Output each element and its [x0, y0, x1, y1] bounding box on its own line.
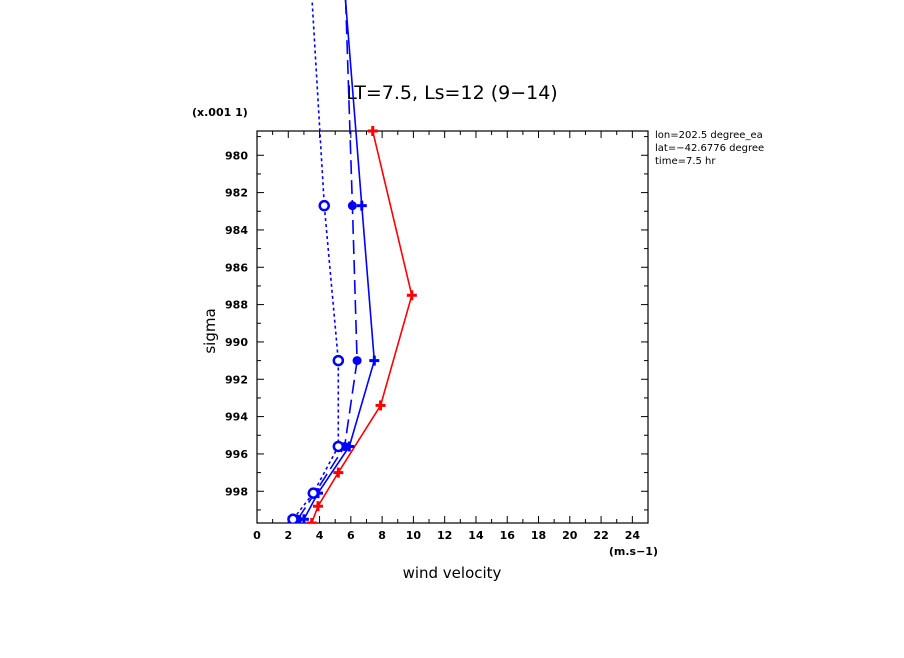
y-scale-label: (x.001 1)	[192, 106, 248, 119]
info-mask	[780, 125, 904, 175]
x-tick-label: 4	[316, 529, 324, 542]
series-1-marker-4	[356, 200, 367, 211]
x-tick-label: 10	[406, 529, 422, 542]
x-tick-label: 0	[253, 529, 261, 542]
y-tick-label: 990	[225, 336, 248, 349]
y-tick-label: 986	[225, 261, 248, 274]
x-tick-label: 12	[437, 529, 452, 542]
y-tick-label: 998	[225, 485, 248, 498]
series-3-marker-2	[332, 440, 345, 453]
axes-layer: 0 2 4 6 8 10 12 14 16 18 20 22 249809829849869889909…	[225, 130, 649, 542]
series-0-marker-3	[375, 400, 386, 411]
x-axis-label: wind velocity	[403, 564, 502, 582]
x-tick-label: 24	[625, 529, 641, 542]
x-tick-label: 8	[378, 529, 386, 542]
y-axis-label: sigma	[201, 308, 219, 353]
series-3-marker-0	[287, 513, 299, 523]
info-block: lon=202.5 degree_ea lat=−42.6776 degree …	[655, 130, 764, 167]
y-tick-label: 996	[225, 448, 248, 461]
series-line-0	[310, 130, 413, 523]
x-tick-label: 20	[562, 529, 578, 542]
series-layer	[287, 0, 417, 523]
x-tick-label: 14	[468, 529, 484, 542]
x-scale-label: (m.s−1)	[609, 545, 658, 558]
x-tick-label: 6	[347, 529, 355, 542]
y-tick-label: 984	[225, 224, 248, 237]
y-tick-label: 982	[225, 187, 248, 200]
x-tick-label: 18	[531, 529, 546, 542]
series-0-marker-0	[306, 518, 317, 523]
y-tick-label: 988	[225, 299, 248, 312]
info-line-lat: lat=−42.6776 degree	[655, 143, 764, 154]
series-0-marker-5	[367, 126, 378, 136]
chart-title: LT=7.5, Ls=12 (9−14)	[346, 82, 557, 104]
series-2-marker-3	[352, 356, 362, 366]
series-0-marker-4	[406, 290, 417, 301]
series-2-marker-4	[347, 201, 357, 211]
info-line-lon: lon=202.5 degree_ea	[655, 130, 763, 141]
x-tick-label: 2	[284, 529, 292, 542]
plot-frame	[256, 130, 649, 524]
y-tick-label: 994	[225, 411, 248, 424]
series-0-marker-1	[312, 501, 323, 512]
y-tick-label: 992	[225, 373, 248, 386]
x-tick-label: 16	[500, 529, 516, 542]
series-3-marker-4	[318, 199, 331, 212]
series-0-marker-2	[333, 467, 344, 478]
series-3-marker-3	[332, 354, 345, 367]
series-line-2	[297, 0, 358, 520]
x-tick-label: 22	[593, 529, 608, 542]
series-1-marker-3	[369, 355, 380, 366]
series-line-3	[292, 0, 340, 520]
info-line-time: time=7.5 hr	[655, 156, 716, 167]
series-3-marker-1	[307, 487, 320, 499]
y-tick-label: 980	[225, 149, 248, 162]
